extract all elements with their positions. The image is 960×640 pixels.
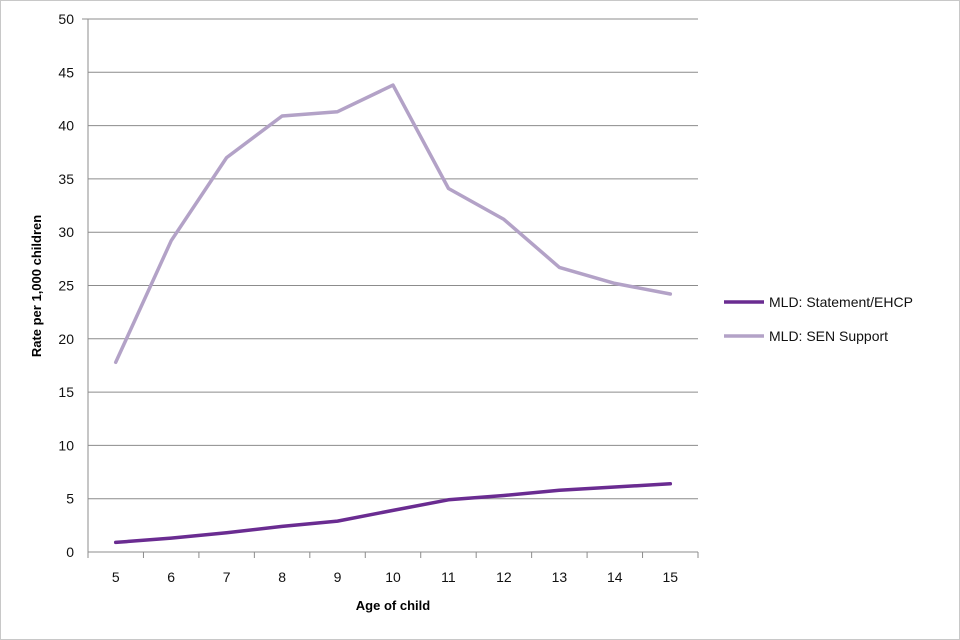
y-tick-label: 5 xyxy=(66,491,74,507)
x-tick-label: 13 xyxy=(552,569,568,585)
y-tick-label: 15 xyxy=(58,384,74,400)
series-line-2 xyxy=(113,83,673,365)
y-tick-label: 25 xyxy=(58,278,74,294)
y-tick-label: 0 xyxy=(66,544,74,560)
x-tick-label: 6 xyxy=(167,569,175,585)
y-tick-label: 50 xyxy=(58,11,74,27)
x-tick-label: 11 xyxy=(441,569,456,585)
x-tick-labels: 5 6 7 8 9 10 11 12 13 14 15 xyxy=(112,569,678,585)
x-tick-label: 15 xyxy=(662,569,678,585)
y-tick-label: 20 xyxy=(58,331,74,347)
y-axis-title: Rate per 1,000 children xyxy=(29,215,44,357)
x-tick-label: 8 xyxy=(278,569,286,585)
x-tick-label: 12 xyxy=(496,569,512,585)
x-tick-label: 5 xyxy=(112,569,120,585)
y-tick-label: 40 xyxy=(58,118,74,134)
x-tick-label: 7 xyxy=(223,569,231,585)
y-tick-label: 30 xyxy=(58,224,74,240)
y-tick-label: 10 xyxy=(58,437,74,453)
y-tick-label: 35 xyxy=(58,171,74,187)
series-lines xyxy=(113,83,673,545)
legend-label: MLD: SEN Support xyxy=(769,328,888,344)
legend-label: MLD: Statement/EHCP xyxy=(769,294,913,310)
series-line-1 xyxy=(113,482,673,545)
x-tick-label: 10 xyxy=(385,569,401,585)
y-tick-label: 45 xyxy=(58,64,74,80)
legend: MLD: Statement/EHCP MLD: SEN Support xyxy=(724,294,913,344)
x-axis-title: Age of child xyxy=(356,598,430,613)
axes xyxy=(82,18,699,558)
y-tick-labels: 0 5 10 15 20 25 30 35 40 45 50 xyxy=(58,11,74,560)
gridlines xyxy=(88,18,698,500)
x-tick-label: 9 xyxy=(334,569,342,585)
x-tick-label: 14 xyxy=(607,569,623,585)
